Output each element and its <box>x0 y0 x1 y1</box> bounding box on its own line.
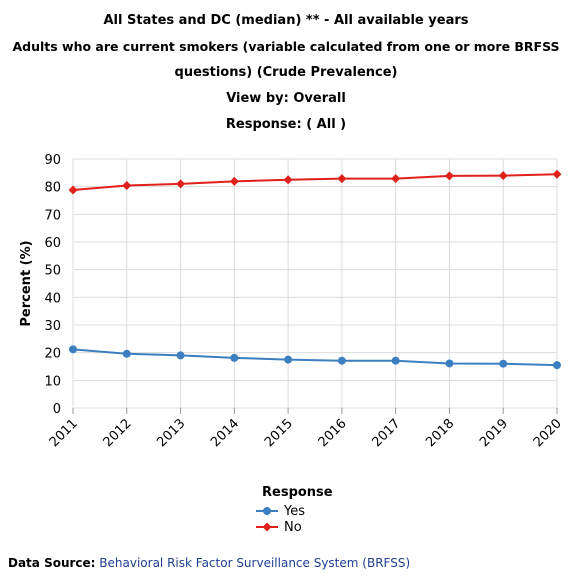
data-point-no <box>229 176 239 186</box>
y-tick-label: 10 <box>44 374 61 389</box>
data-point-yes <box>445 359 454 368</box>
x-tick-label: 2012 <box>101 416 135 450</box>
chart-subtitle-question-cont: questions) (Crude Prevalence) <box>174 65 398 80</box>
data-point-no <box>391 174 401 184</box>
chart-response-filter: Response: ( All ) <box>225 117 347 132</box>
x-tick-label: 2020 <box>531 416 565 450</box>
legend-item-yes[interactable]: Yes <box>256 503 374 519</box>
data-point-yes <box>230 353 239 362</box>
y-tick-label: 80 <box>44 181 61 196</box>
data-point-no <box>498 171 508 181</box>
x-tick-label: 2013 <box>154 416 188 450</box>
data-point-no <box>283 175 293 185</box>
legend-swatch-icon <box>256 507 278 515</box>
series-line-no <box>72 173 558 191</box>
data-point-yes <box>499 359 508 368</box>
legend-swatch-icon <box>256 522 278 532</box>
legend-label: No <box>284 519 302 535</box>
data-point-yes <box>284 355 293 364</box>
series-line-yes <box>72 348 558 367</box>
data-point-no <box>337 174 347 184</box>
data-point-no <box>552 169 562 179</box>
data-source-link[interactable]: Behavioral Risk Factor Surveillance Syst… <box>99 556 411 570</box>
y-tick-label: 60 <box>44 236 61 251</box>
chart-subtitle-question: Adults who are current smokers (variable… <box>12 39 560 54</box>
chart-title: All States and DC (median) ** - All avai… <box>103 13 469 28</box>
chart-view-by: View by: Overall <box>226 91 346 106</box>
y-tick-label: 20 <box>44 347 61 362</box>
data-source-label: Data Source: <box>8 556 96 570</box>
x-tick-label: 2018 <box>423 416 457 450</box>
data-point-no <box>444 171 454 181</box>
x-tick-label: 2019 <box>477 416 511 450</box>
data-point-no <box>122 181 132 191</box>
data-point-no <box>176 179 186 189</box>
y-axis-title: Percent (%) <box>19 240 34 326</box>
data-point-yes <box>337 356 346 365</box>
y-tick-label: 30 <box>44 319 61 334</box>
data-point-yes <box>69 345 77 354</box>
data-source-footer: Data Source: Behavioral Risk Factor Surv… <box>8 556 410 570</box>
y-tick-label: 50 <box>44 264 61 279</box>
x-tick-label: 2017 <box>369 416 403 450</box>
y-tick-label: 90 <box>44 153 61 168</box>
legend-item-no[interactable]: No <box>256 519 374 535</box>
y-tick-label: 40 <box>44 291 61 306</box>
legend-title: Response <box>262 485 333 500</box>
data-point-yes <box>176 351 185 360</box>
x-tick-label: 2015 <box>262 416 296 450</box>
y-tick-label: 0 <box>53 402 61 417</box>
chart-legend: Response Yes No <box>254 485 374 535</box>
x-tick-label: 2016 <box>316 416 350 450</box>
data-point-yes <box>122 349 131 358</box>
data-point-yes <box>391 356 400 365</box>
data-point-no <box>68 185 78 195</box>
chart-titles: All States and DC (median) ** - All avai… <box>0 8 572 138</box>
y-tick-label: 70 <box>44 208 61 223</box>
legend-items: Yes No <box>254 503 374 535</box>
x-tick-label: 2014 <box>208 416 242 450</box>
legend-label: Yes <box>284 503 305 519</box>
data-point-yes <box>553 361 561 370</box>
x-tick-label: 2011 <box>47 416 81 450</box>
